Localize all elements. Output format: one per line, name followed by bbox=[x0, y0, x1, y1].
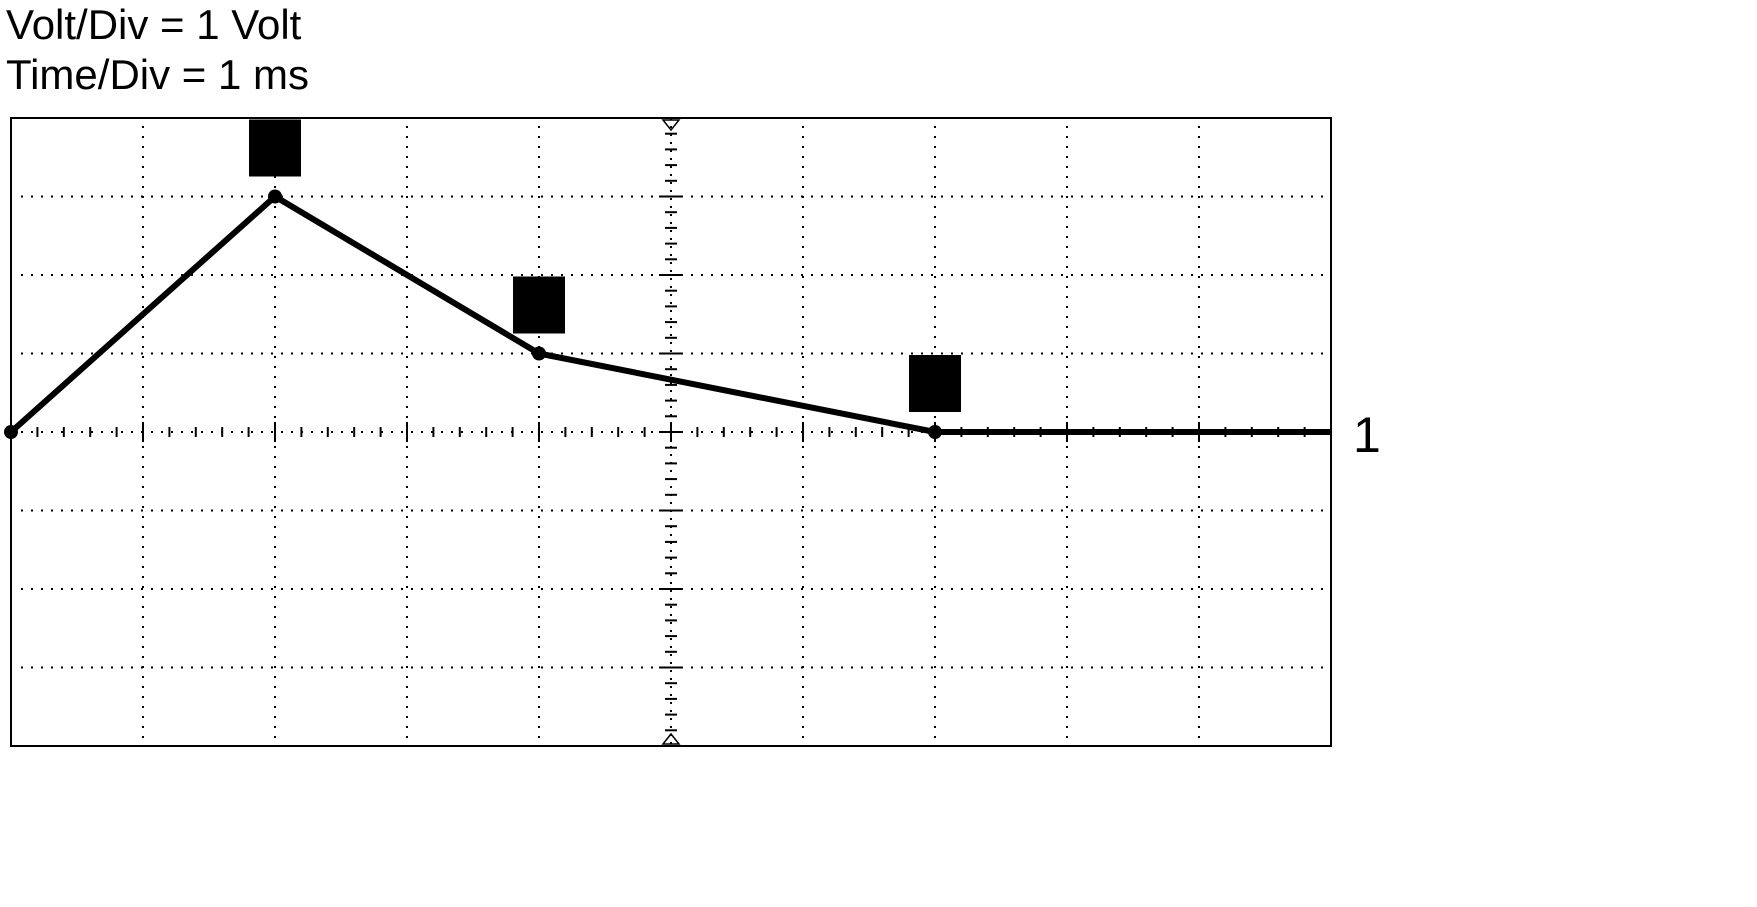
square-marker bbox=[513, 276, 565, 334]
trigger-marker-bottom bbox=[661, 732, 681, 745]
trigger-marker-top bbox=[661, 119, 681, 132]
square-marker bbox=[249, 119, 301, 177]
channel-1-label: 1 bbox=[1353, 407, 1381, 463]
scope-settings: Volt/Div = 1 Volt Time/Div = 1 ms bbox=[6, 0, 309, 100]
trace-vertex-point bbox=[532, 346, 546, 361]
trace-vertex-point bbox=[4, 425, 18, 439]
trace-vertex-point bbox=[928, 425, 942, 439]
trace-vertex-point bbox=[268, 189, 282, 204]
square-marker bbox=[909, 355, 961, 412]
time-per-div-label: Time/Div = 1 ms bbox=[6, 51, 309, 98]
volt-per-div-label: Volt/Div = 1 Volt bbox=[6, 1, 302, 48]
